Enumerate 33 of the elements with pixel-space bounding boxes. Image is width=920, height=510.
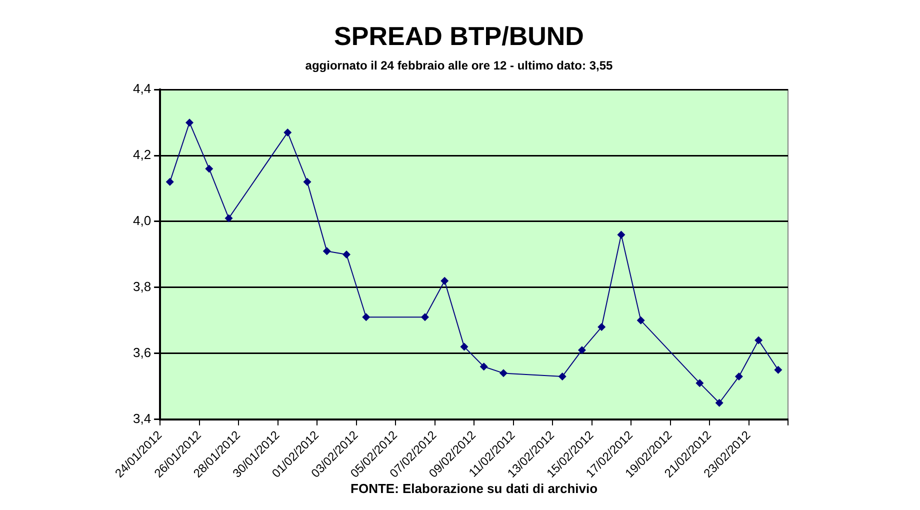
point <box>284 128 292 136</box>
point <box>480 362 488 371</box>
point <box>598 323 606 332</box>
point <box>774 366 782 374</box>
chart-title: SPREAD BTP/BUND <box>334 20 584 51</box>
point <box>696 379 704 388</box>
point <box>362 313 370 322</box>
point <box>617 230 626 239</box>
point <box>499 369 508 378</box>
y-tick-label: 4,2 <box>132 147 152 162</box>
point <box>205 164 214 173</box>
point <box>420 313 429 322</box>
point <box>303 178 312 186</box>
point <box>342 250 350 258</box>
point <box>754 336 763 344</box>
y-tick-label: 4,0 <box>132 213 152 228</box>
point <box>224 214 233 222</box>
point <box>558 372 566 380</box>
y-tick-label: 3,4 <box>132 410 152 426</box>
point <box>460 342 468 351</box>
source-note: FONTE: Elaborazione su dati di archivio <box>350 481 598 496</box>
point <box>636 316 645 324</box>
point <box>440 276 449 285</box>
point <box>715 398 724 407</box>
point <box>166 178 174 186</box>
chart-subtitle: aggiornato il 24 febbraio alle ore 12 - ultimo dato: 3,55 <box>305 58 614 73</box>
y-tick-label: 3,6 <box>132 344 152 360</box>
point <box>734 372 743 380</box>
point <box>322 247 331 256</box>
point <box>186 118 194 127</box>
y-tick-label: 3,8 <box>132 279 152 294</box>
y-tick-label: 4,4 <box>132 81 152 96</box>
point <box>578 346 586 354</box>
